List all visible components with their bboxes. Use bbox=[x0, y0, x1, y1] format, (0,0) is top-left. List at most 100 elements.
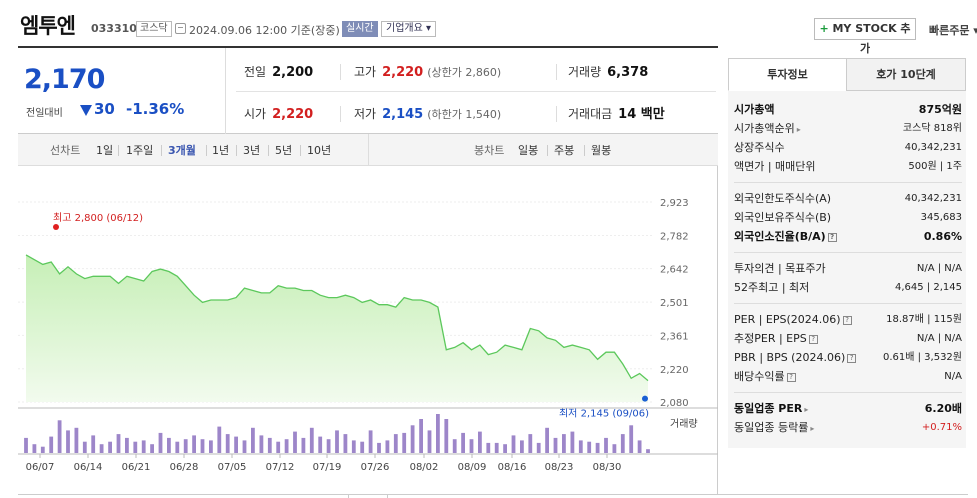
x-tick-label: 06/21 bbox=[122, 462, 151, 473]
volume-bar bbox=[360, 441, 365, 453]
help-icon[interactable]: ? bbox=[786, 372, 796, 382]
volume-bar bbox=[318, 436, 323, 453]
volume-bar bbox=[612, 444, 617, 453]
company-info-button[interactable]: 기업개요 ▾ bbox=[381, 21, 436, 37]
industry-rate-row[interactable]: 동일업종 등락률 ▸ +0.71% bbox=[734, 421, 962, 434]
volume-bar bbox=[436, 414, 440, 453]
realtime-badge[interactable]: 실시간 bbox=[342, 21, 378, 37]
volume-bar bbox=[133, 441, 138, 453]
x-tick-label: 06/14 bbox=[74, 462, 103, 473]
period-10y[interactable]: 10년 bbox=[307, 144, 332, 157]
period-1w[interactable]: 1주일 bbox=[126, 144, 154, 157]
add-mystock-button[interactable]: + MY STOCK 추가 bbox=[814, 18, 916, 55]
cap-rank-row[interactable]: 시가총액순위 ▸ 코스닥 818위 bbox=[734, 122, 962, 135]
volume-bar bbox=[91, 435, 96, 453]
volume-bar bbox=[393, 434, 398, 453]
volume-bar bbox=[410, 425, 415, 453]
bottom-tab-stub bbox=[348, 494, 388, 498]
volume-bar bbox=[368, 430, 373, 453]
volume-bar bbox=[343, 434, 348, 453]
price-box: 2,170 전일대비 30 -1.36% bbox=[18, 48, 226, 134]
candle-chart-label[interactable]: 봉차트 bbox=[474, 144, 505, 157]
volume-bar bbox=[108, 441, 112, 453]
period-3m[interactable]: 3개월 bbox=[168, 144, 196, 157]
volume-bar bbox=[40, 446, 45, 453]
volume-bar bbox=[49, 436, 54, 453]
volume-bar bbox=[301, 437, 306, 453]
volume-bar bbox=[183, 439, 188, 453]
tab-invest-info[interactable]: 투자정보 bbox=[728, 58, 847, 91]
line-chart-label[interactable]: 선차트 bbox=[50, 144, 81, 157]
low-price: 저가 2,145 (하한가 1,540) bbox=[354, 107, 502, 122]
high-annotation: 최고 2,800 (06/12) bbox=[53, 212, 143, 224]
volume-bar bbox=[536, 442, 541, 453]
y-tick-label: 2,782 bbox=[660, 231, 689, 242]
volume-bar bbox=[545, 427, 549, 453]
market-badge: 코스닥 bbox=[136, 21, 172, 37]
y-tick-label: 2,923 bbox=[660, 198, 689, 209]
per-eps-row[interactable]: PER | EPS(2024.06)? 18.87배 | 115원 bbox=[734, 313, 962, 326]
volume-bar bbox=[335, 430, 339, 453]
volume-bar bbox=[57, 420, 62, 453]
y-tick-label: 2,642 bbox=[660, 265, 689, 276]
x-tick-label: 08/02 bbox=[410, 462, 439, 473]
invest-info-table: 시가총액 875억원 시가총액순위 ▸ 코스닥 818위 상장주식수 40,342,23… bbox=[728, 91, 966, 448]
candle-weekly[interactable]: 주봉 bbox=[554, 144, 575, 157]
down-triangle-icon bbox=[80, 105, 92, 116]
volume-bar bbox=[461, 432, 465, 453]
volume-bar bbox=[604, 437, 608, 453]
volume-bar bbox=[553, 437, 558, 453]
volume-bar bbox=[578, 440, 583, 453]
help-icon[interactable]: ? bbox=[827, 232, 837, 242]
current-price: 2,170 bbox=[24, 64, 105, 95]
low-annotation: 최저 2,145 (09/06) bbox=[559, 408, 649, 420]
tab-orderbook[interactable]: 호가 10단계 bbox=[846, 58, 966, 91]
candle-monthly[interactable]: 월봉 bbox=[591, 144, 612, 157]
period-3y[interactable]: 3년 bbox=[243, 144, 261, 157]
open-price: 시가 2,220 bbox=[244, 107, 314, 122]
high-point-marker bbox=[53, 224, 59, 230]
est-per-row[interactable]: 추정PER | EPS? N/A | N/A bbox=[734, 332, 962, 345]
volume-bar bbox=[209, 440, 213, 453]
period-1y[interactable]: 1년 bbox=[212, 144, 230, 157]
volume-bar bbox=[637, 440, 642, 453]
volume-bar bbox=[141, 440, 146, 453]
plus-icon: + bbox=[819, 22, 829, 35]
help-icon[interactable]: ? bbox=[808, 334, 818, 344]
period-5y[interactable]: 5년 bbox=[275, 144, 293, 157]
volume-bar bbox=[24, 437, 28, 453]
price-chart[interactable]: 2,923 2,782 2,642 2,501 2,361 2,220 2,080 최고 2… bbox=[18, 166, 718, 494]
volume-label: 거래량 bbox=[670, 418, 698, 430]
bottom-divider bbox=[18, 494, 968, 495]
foreign-ratio-row[interactable]: 외국인소진율(B/A)? 0.86% bbox=[734, 230, 962, 243]
volume-bar bbox=[595, 442, 600, 453]
volume-bar bbox=[452, 439, 457, 453]
pbr-bps-row[interactable]: PBR | BPS (2024.06)? 0.61배 | 3,532원 bbox=[734, 351, 962, 364]
volume-bar bbox=[74, 427, 79, 453]
prev-close: 전일 2,200 bbox=[244, 65, 314, 80]
stock-header: 엠투엔 033310 코스닥 2024.09.06 12:00 기준(장중) 실… bbox=[0, 0, 977, 55]
change-rate: -1.36% bbox=[126, 100, 185, 118]
x-tick-label: 07/26 bbox=[361, 462, 390, 473]
volume-bar bbox=[587, 441, 592, 453]
volume-bar bbox=[478, 431, 482, 453]
high-price: 고가 2,220 (상한가 2,860) bbox=[354, 65, 502, 80]
y-tick-label: 2,501 bbox=[660, 298, 689, 309]
volume-bar bbox=[646, 449, 650, 453]
help-icon[interactable]: ? bbox=[842, 315, 852, 325]
industry-per-row[interactable]: 동일업종 PER ▸ 6.20배 bbox=[734, 402, 962, 415]
add-mystock-label: MY STOCK 추가 bbox=[828, 22, 911, 55]
quick-order-button[interactable]: 빠른주문 ▾ bbox=[929, 24, 977, 37]
x-tick-label: 06/28 bbox=[170, 462, 199, 473]
period-1d[interactable]: 1일 bbox=[96, 144, 114, 157]
volume-bar bbox=[150, 444, 154, 453]
x-tick-label: 07/19 bbox=[313, 462, 342, 473]
dividend-row[interactable]: 배당수익률? N/A bbox=[734, 370, 962, 383]
help-icon[interactable]: ? bbox=[847, 353, 857, 363]
volume-bar bbox=[267, 437, 272, 453]
volume-bar bbox=[99, 444, 104, 453]
volume-bar bbox=[32, 444, 37, 453]
x-tick-label: 08/09 bbox=[458, 462, 487, 473]
candle-daily[interactable]: 일봉 bbox=[518, 144, 539, 157]
price-line bbox=[25, 254, 649, 382]
